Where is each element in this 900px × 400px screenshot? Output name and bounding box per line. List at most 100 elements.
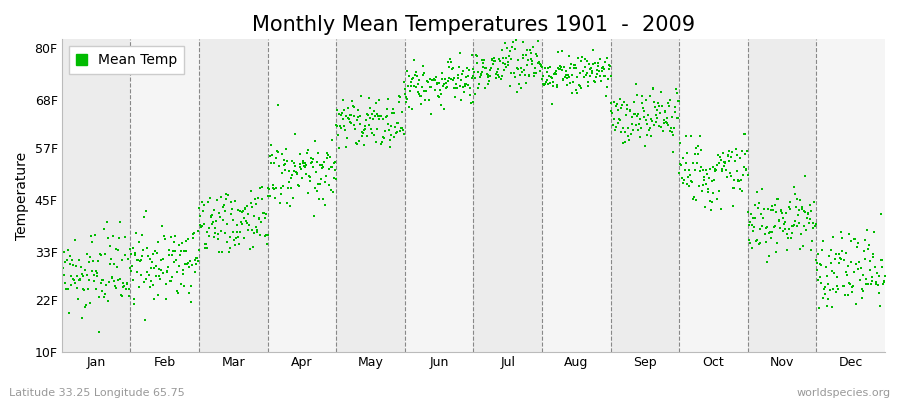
Point [535, 62, 549, 68]
Point [420, 78, 435, 85]
Point [214, 194, 229, 200]
Point [152, 266, 166, 272]
Point [528, 70, 543, 76]
Point [518, 79, 533, 86]
Point [150, 292, 165, 298]
Point [423, 76, 437, 82]
Point [290, 171, 304, 177]
Point [65, 257, 79, 264]
Point [585, 70, 599, 77]
Point [194, 224, 208, 230]
Point [743, 219, 758, 225]
Point [671, 98, 686, 105]
Point [847, 269, 861, 275]
Point [265, 142, 279, 149]
Point [410, 81, 425, 87]
Point [244, 188, 258, 194]
Point [691, 183, 706, 190]
Point [502, 82, 517, 89]
Point [723, 170, 737, 176]
Point [489, 71, 503, 77]
Point [457, 83, 472, 89]
Point [178, 248, 193, 254]
Point [302, 174, 317, 180]
Point [390, 128, 404, 135]
Point [400, 96, 414, 102]
Point [442, 74, 456, 81]
Point [510, 57, 525, 63]
Point [267, 159, 282, 166]
Point [215, 204, 230, 210]
Point [754, 211, 769, 218]
Point [342, 116, 356, 122]
Point [403, 79, 418, 86]
Point [545, 79, 560, 86]
Point [369, 100, 383, 106]
Point [128, 250, 142, 256]
Point [851, 240, 866, 246]
Point [89, 286, 104, 292]
Point [575, 54, 590, 60]
Point [194, 213, 208, 219]
Point [769, 249, 783, 255]
Point [869, 270, 884, 276]
Point [435, 76, 449, 82]
Point [467, 69, 482, 75]
Point [729, 152, 743, 158]
Point [862, 258, 877, 264]
Bar [267, 39, 337, 352]
Point [473, 70, 488, 77]
Point [790, 196, 805, 202]
Point [574, 85, 589, 92]
Point [504, 56, 518, 62]
Point [654, 88, 669, 95]
Point [278, 167, 293, 173]
Point [683, 172, 698, 178]
Point [63, 273, 77, 280]
Point [526, 43, 541, 50]
Point [606, 122, 620, 128]
Point [292, 151, 307, 157]
Point [447, 94, 462, 100]
Point [800, 215, 814, 222]
Point [722, 158, 736, 164]
Point [598, 73, 613, 79]
Point [644, 118, 659, 124]
Point [508, 46, 522, 53]
Point [688, 145, 703, 151]
Point [301, 146, 315, 153]
Point [340, 104, 355, 111]
Point [518, 72, 532, 78]
Point [860, 227, 874, 233]
Point [361, 111, 375, 118]
Point [304, 160, 319, 166]
Point [417, 88, 431, 94]
Point [731, 178, 745, 184]
Point [857, 248, 871, 254]
Point [135, 232, 149, 238]
Point [809, 256, 824, 263]
Point [464, 100, 478, 106]
Point [609, 124, 624, 130]
Point [79, 272, 94, 278]
Point [252, 216, 266, 222]
Point [614, 129, 628, 135]
Point [824, 260, 838, 266]
Point [757, 206, 771, 212]
Point [124, 268, 139, 274]
Point [70, 273, 85, 280]
Point [747, 224, 761, 230]
Point [741, 209, 755, 215]
Point [470, 52, 484, 59]
Point [698, 204, 713, 210]
Point [130, 269, 144, 275]
Point [575, 68, 590, 74]
Point [181, 260, 195, 266]
Point [760, 206, 775, 213]
Point [151, 239, 166, 245]
Point [202, 233, 217, 239]
Point [126, 244, 140, 251]
Point [364, 111, 379, 118]
Point [62, 252, 77, 259]
Point [755, 223, 770, 230]
